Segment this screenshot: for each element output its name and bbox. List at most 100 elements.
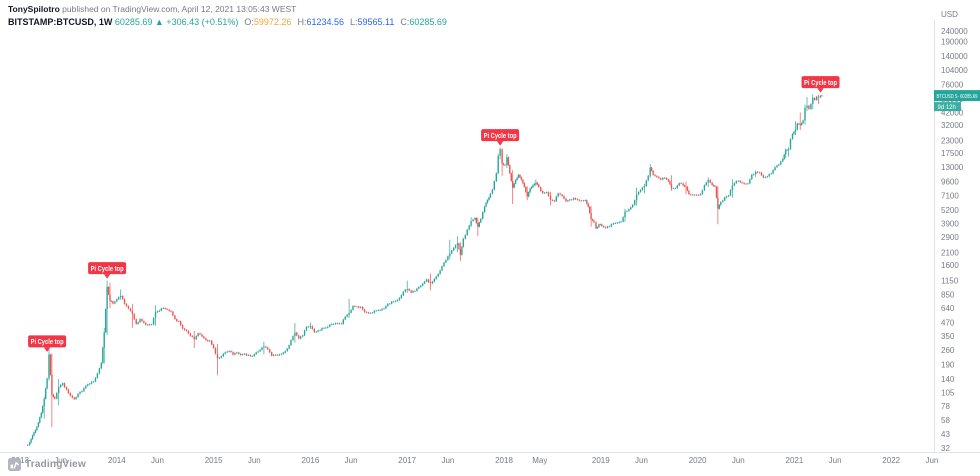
candle-body: [116, 299, 118, 302]
candle-body: [362, 306, 364, 310]
candle-body: [249, 355, 252, 357]
candle-body: [502, 163, 505, 165]
candle-body: [276, 355, 279, 356]
price-tick: 32: [941, 444, 950, 453]
candle-body: [329, 324, 331, 327]
candle-body: [595, 222, 597, 229]
candle-body: [352, 306, 354, 310]
candle-body: [195, 336, 197, 340]
candle-body: [786, 149, 788, 151]
candle-body: [174, 315, 176, 320]
candle-body: [635, 194, 638, 201]
candle-body: [103, 332, 105, 348]
candle-body: [226, 351, 228, 353]
candle-body: [695, 194, 698, 196]
price-axis[interactable]: USD2400001900001400001040007600056000420…: [941, 10, 968, 453]
candle-body: [764, 177, 767, 178]
price-change: ▲ +306.43 (+0.51%): [154, 17, 239, 27]
candle-body: [456, 243, 459, 246]
candle-body: [71, 395, 73, 398]
candle-body: [770, 173, 772, 175]
marker-box: [28, 335, 67, 348]
candle-body: [624, 211, 626, 218]
candle-body: [551, 200, 554, 201]
candle-body: [582, 200, 585, 202]
candle-body: [69, 393, 71, 396]
candle-body: [199, 333, 201, 335]
candle-body: [608, 226, 611, 228]
candle-body: [408, 289, 410, 291]
marker-pointer-icon: [103, 274, 111, 279]
candle-body: [334, 323, 337, 325]
marker-box: [801, 76, 840, 89]
candle-body: [389, 303, 391, 305]
candle-body: [796, 123, 798, 130]
candle-body: [396, 300, 399, 301]
time-axis[interactable]: 2013Jun2014Jun2015Jun2016Jun2017Jun2018M…: [11, 456, 938, 465]
candle-body: [762, 175, 765, 178]
candle-body: [394, 301, 397, 302]
candle-body: [61, 383, 64, 385]
candle-body: [302, 335, 304, 337]
candle-body: [52, 394, 55, 397]
time-tick: 2017: [398, 456, 416, 465]
pi-cycle-top-marker[interactable]: Pi Cycle top: [801, 76, 840, 93]
author-name[interactable]: TonySpilotro: [8, 4, 60, 14]
price-tick: 190000: [941, 38, 968, 47]
candle-body: [100, 362, 102, 369]
time-tick: 2019: [592, 456, 610, 465]
candle-body: [791, 134, 794, 139]
candle-body: [158, 310, 161, 312]
candle-body: [714, 185, 716, 187]
candle-body: [212, 344, 215, 348]
marker-pointer-icon: [496, 141, 504, 146]
candle-body: [48, 354, 50, 379]
candle-body: [780, 161, 782, 165]
candle-body: [474, 218, 476, 220]
candle-body: [67, 389, 70, 394]
candle-body: [166, 308, 168, 310]
pi-cycle-top-marker[interactable]: Pi Cycle top: [88, 262, 127, 279]
candle-body: [819, 95, 822, 98]
candle-body: [46, 378, 48, 389]
price-tick: 78: [941, 402, 950, 411]
candle-body: [688, 190, 690, 195]
pi-cycle-top-marker[interactable]: Pi Cycle top: [481, 129, 520, 146]
candle-body: [782, 159, 784, 162]
pi-cycle-top-marker[interactable]: Pi Cycle top: [28, 335, 67, 352]
candle-body: [466, 229, 468, 236]
candle-body: [662, 177, 664, 180]
candle-body: [75, 397, 77, 400]
candle-body: [774, 167, 776, 171]
candle-body: [553, 200, 555, 202]
candle-body: [423, 281, 426, 284]
close-label: C:: [400, 17, 410, 27]
candle-body: [555, 196, 557, 202]
tradingview-watermark[interactable]: TradingView: [8, 458, 86, 471]
candle-body: [472, 219, 474, 221]
candle-body: [536, 182, 539, 185]
candle-body: [680, 183, 682, 184]
price-tick: 42000: [941, 108, 964, 117]
candle-body: [191, 336, 193, 337]
candle-body: [512, 180, 514, 188]
candle-body: [360, 306, 362, 308]
candle-body: [247, 355, 250, 356]
candle-body: [458, 243, 460, 249]
candle-body: [183, 328, 186, 330]
candle-body: [350, 309, 352, 313]
candle-body: [812, 97, 814, 105]
candle-body: [224, 352, 226, 354]
candle-body: [501, 149, 503, 164]
candle-body: [528, 192, 530, 197]
candle-body: [464, 235, 466, 239]
candle-body: [601, 224, 603, 227]
candle-body: [604, 227, 607, 228]
candle-body: [375, 310, 377, 312]
symbol-title[interactable]: BITSTAMP:BTCUSD, 1W: [8, 17, 113, 27]
candle-body: [96, 373, 99, 378]
candle-body: [703, 185, 706, 191]
candle-body: [127, 306, 130, 309]
candle-body: [391, 301, 393, 304]
